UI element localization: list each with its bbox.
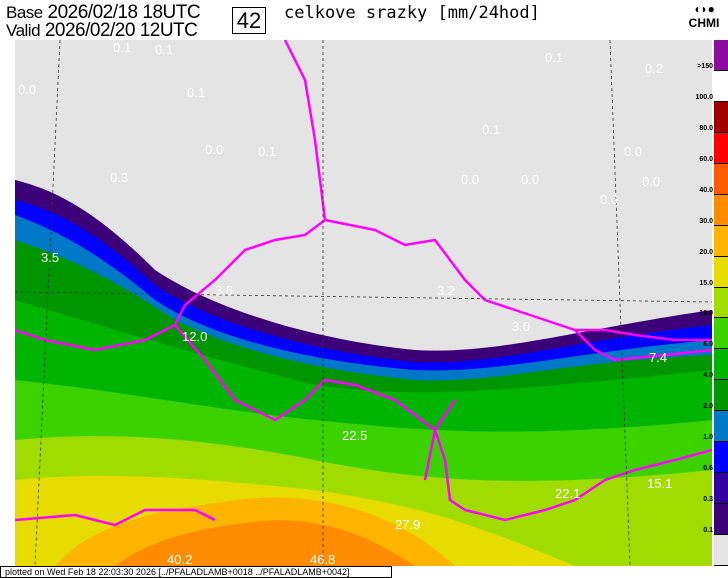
legend-label: 0.6	[703, 465, 713, 473]
logo-icon: ◖◗●	[693, 2, 715, 16]
map-value-label: 0.1	[187, 85, 205, 100]
plot-footer: plotted on Wed Feb 18 22:03:30 2026 [../…	[0, 566, 392, 578]
map-value-label: 0.0	[18, 82, 36, 97]
map-value-label: 22.5	[342, 428, 367, 443]
legend-swatch	[714, 411, 728, 443]
map-value-label: 46.8	[310, 552, 335, 566]
legend-label: 2.0	[703, 403, 713, 411]
legend-label: 10.0	[699, 310, 713, 318]
band-30	[115, 520, 415, 566]
chmi-logo: ◖◗● CHMI	[684, 2, 724, 30]
precipitation-map: 0.1 0.10.0 0.10.0 0.10.30.10.00.0 0.0 0.00.00…	[15, 40, 712, 566]
map-value-label: 0.0	[461, 172, 479, 187]
map-value-label: 15.1	[647, 476, 672, 491]
map-value-label: 0.2	[645, 61, 663, 76]
map-value-label: 0.0	[642, 174, 660, 189]
valid-time: Valid 2026/02/20 12UTC	[6, 20, 198, 41]
legend-label: 0.1	[703, 527, 713, 535]
map-value-label: 0.1	[155, 42, 173, 57]
map-value-label: 0.0	[521, 172, 539, 187]
base-time: Base 2026/02/18 18UTC	[6, 2, 201, 23]
legend-swatch	[714, 225, 728, 257]
legend-label: 1.0	[703, 434, 713, 442]
legend-swatch	[714, 194, 728, 226]
grid-lines	[15, 40, 712, 566]
forecast-hour-box: 42	[232, 7, 266, 34]
legend-label: 80.0	[699, 124, 713, 132]
legend-swatch	[714, 349, 728, 381]
map-value-label: 12.0	[182, 329, 207, 344]
map-value-label: 3.5	[41, 250, 59, 265]
legend-swatch	[714, 473, 728, 505]
legend-label: 4.0	[703, 372, 713, 380]
legend-swatch	[714, 256, 728, 288]
legend-label: >150	[697, 62, 713, 70]
map-value-label: 0.0	[600, 192, 618, 207]
legend-label: 6.0	[703, 341, 713, 349]
legend-label: 100.0	[695, 93, 713, 101]
legend-swatch	[714, 70, 728, 102]
map-title: celkove srazky [mm/24hod]	[284, 3, 540, 23]
map-value-label: 27.9	[395, 517, 420, 532]
map-value-label: 7.4	[649, 350, 667, 365]
map-value-label: 0.0	[205, 142, 223, 157]
legend-swatch	[714, 132, 728, 164]
legend-swatch	[714, 287, 728, 319]
legend-label: 0.3	[703, 496, 713, 504]
country-borders	[15, 40, 712, 527]
legend-label: 15.0	[699, 279, 713, 287]
map-value-label: 0.1	[258, 144, 276, 159]
map-value-label: 0.0	[624, 144, 642, 159]
legend-label: 20.0	[699, 248, 713, 256]
legend-swatch	[714, 318, 728, 350]
legend-swatch	[714, 40, 728, 71]
legend-label: 30.0	[699, 217, 713, 225]
legend-swatch	[714, 163, 728, 195]
legend-swatch	[714, 101, 728, 133]
legend-swatch	[714, 535, 728, 566]
map-value-label: 0.3	[110, 170, 128, 185]
map-value-label: 0.1	[545, 50, 563, 65]
legend-label: 40.0	[699, 186, 713, 194]
map-value-label: 3.0	[512, 319, 530, 334]
legend-label: 60.0	[699, 155, 713, 163]
map-value-label: 22.1	[555, 486, 580, 501]
color-legend: >150 100.0 80.0 60.0 40.0 30.0 20.0 15.0 10.0 6.0…	[688, 40, 728, 566]
map-value-label: 3.2	[437, 283, 455, 298]
legend-swatch	[714, 442, 728, 474]
map-value-label: 0.1	[113, 40, 131, 55]
map-value-label: 40.2	[167, 552, 192, 566]
legend-swatch	[714, 504, 728, 536]
map-value-label: 0.1	[482, 122, 500, 137]
map-value-label: 3.6	[215, 283, 233, 298]
legend-swatch	[714, 380, 728, 412]
